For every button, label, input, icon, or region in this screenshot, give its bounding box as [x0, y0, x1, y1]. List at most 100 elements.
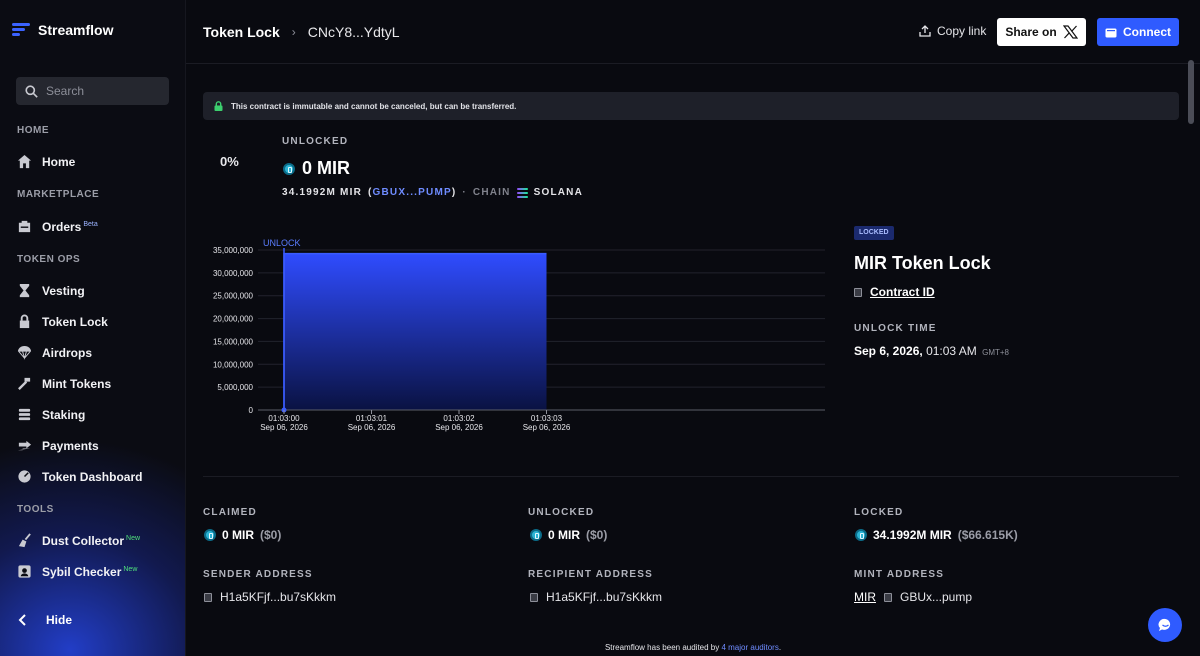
- mint-token-link[interactable]: MIR: [854, 590, 876, 604]
- mint-address: MIR GBUx...pump: [854, 590, 972, 604]
- claimed-usd: ($0): [260, 528, 282, 542]
- sender-address[interactable]: H1a5KFjf...bu7sKkkm: [204, 590, 336, 604]
- chat-support-button[interactable]: [1148, 608, 1182, 642]
- sidebar-item-sybil-checker[interactable]: Sybil Checker New: [17, 564, 137, 579]
- mir-token-icon: [283, 162, 295, 175]
- sidebar-item-airdrops[interactable]: Airdrops: [17, 345, 92, 360]
- unlocked-amount: 0 MIR: [283, 158, 350, 179]
- sidebar-item-orders[interactable]: Orders Beta: [17, 219, 98, 234]
- sidebar-item-label: Dust Collector New: [42, 533, 141, 548]
- x-tick-date: Sep 06, 2026: [260, 423, 308, 432]
- auditors-link[interactable]: 4 major auditors: [721, 643, 779, 652]
- section-divider: [203, 476, 1179, 477]
- locked-stat-amount: 34.1992M MIR: [873, 528, 952, 542]
- copy-link-label: Copy link: [937, 24, 987, 38]
- unlock-clock: 01:03 AM: [926, 344, 977, 358]
- hide-sidebar-button[interactable]: Hide: [18, 613, 72, 627]
- sidebar-item-label: Token Dashboard: [42, 469, 143, 484]
- sender-address-label: SENDER ADDRESS: [203, 569, 313, 580]
- parachute-icon: [17, 345, 32, 360]
- mint-address-value: GBUx...pump: [900, 590, 973, 604]
- mir-token-icon: [204, 529, 216, 541]
- status-badge: LOCKED: [854, 226, 894, 240]
- claimed-amount: 0 MIR: [222, 528, 255, 542]
- chain-label: CHAIN: [472, 187, 511, 198]
- payments-icon: [17, 440, 32, 451]
- recipient-address[interactable]: H1a5KFjf...bu7sKkkm: [530, 590, 662, 604]
- unlock-date: Sep 6, 2026,: [854, 344, 923, 358]
- search-box[interactable]: [16, 77, 169, 105]
- mint-link[interactable]: GBUX...PUMP: [372, 187, 452, 198]
- audit-footer: Streamflow has been audited by 4 major a…: [186, 643, 1200, 652]
- contract-id-label[interactable]: Contract ID: [870, 285, 935, 299]
- sidebar-item-mint-tokens[interactable]: Mint Tokens: [17, 376, 111, 391]
- sidebar-item-dust-collector[interactable]: Dust Collector New: [17, 533, 140, 548]
- breadcrumb-token-lock[interactable]: Token Lock: [203, 24, 280, 40]
- hide-label: Hide: [46, 613, 73, 627]
- unlocked-amount-value: 0 MIR: [302, 158, 351, 178]
- unlock-time-label: UNLOCK TIME: [854, 323, 937, 334]
- locked-stat-usd: ($66.615K): [957, 528, 1018, 542]
- sidebar-item-token-lock[interactable]: Token Lock: [17, 314, 108, 329]
- home-icon: [17, 154, 32, 169]
- unlock-annotation: UNLOCK: [263, 238, 301, 248]
- sender-address-value: H1a5KFjf...bu7sKkkm: [220, 590, 337, 604]
- sidebar-item-label: Payments: [42, 438, 99, 453]
- section-title-home: HOME: [17, 125, 49, 136]
- hourglass-icon: [19, 283, 30, 298]
- stat-locked-value: 34.1992M MIR ($66.615K): [855, 528, 1018, 542]
- y-tick-label: 5,000,000: [217, 383, 253, 392]
- copy-icon[interactable]: [884, 592, 892, 602]
- sidebar-item-label: Sybil Checker New: [42, 564, 138, 579]
- sidebar-item-label: Token Lock: [42, 314, 108, 329]
- mint-paren: (GBUX...PUMP): [368, 187, 457, 198]
- new-badge: New: [126, 534, 141, 542]
- search-icon: [25, 84, 38, 98]
- connect-wallet-button[interactable]: Connect: [1097, 18, 1179, 46]
- brand-logo[interactable]: Streamflow: [12, 22, 113, 38]
- y-tick-label: 10,000,000: [213, 360, 254, 369]
- wallet-icon: [1105, 28, 1117, 37]
- unlocked-area: [284, 253, 547, 410]
- token-meta-row: 34.1992M MIR (GBUX...PUMP) · CHAIN SOLAN…: [282, 187, 583, 198]
- y-tick-label: 15,000,000: [213, 337, 254, 346]
- sidebar-item-token-dashboard[interactable]: Token Dashboard: [17, 469, 142, 484]
- top-header: Token Lock › CNcY8...YdtyL Copy link Sha…: [186, 0, 1200, 64]
- x-tick-time: 01:03:03: [531, 414, 563, 423]
- copy-icon[interactable]: [204, 592, 212, 602]
- new-badge: New: [123, 565, 138, 573]
- scrollbar-thumb[interactable]: [1188, 60, 1194, 124]
- sidebar-item-home[interactable]: Home: [17, 154, 75, 169]
- copy-icon[interactable]: [854, 287, 862, 297]
- brand-name: Streamflow: [38, 22, 114, 38]
- contract-id-link[interactable]: Contract ID: [854, 285, 935, 299]
- sybil-checker-icon: [18, 565, 31, 578]
- sidebar-item-staking[interactable]: Staking: [17, 407, 85, 422]
- unlocked-percent: 0%: [220, 154, 239, 169]
- sidebar-item-label: Home: [42, 154, 76, 169]
- copy-link-button[interactable]: Copy link: [919, 24, 986, 38]
- breadcrumb: Token Lock › CNcY8...YdtyL: [203, 24, 400, 40]
- unlock-chart-svg: 35,000,000 30,000,000 25,000,000 20,000,000…: [213, 238, 825, 432]
- sidebar-item-label: Vesting: [42, 283, 85, 298]
- sidebar-item-vesting[interactable]: Vesting: [17, 283, 85, 298]
- breadcrumb-contract-id: CNcY8...YdtyL: [307, 24, 400, 40]
- x-logo-icon: [1062, 25, 1078, 39]
- dashboard-icon: [18, 470, 31, 483]
- stat-unlocked-value: 0 MIR ($0): [530, 528, 607, 542]
- coins-stack-icon: [18, 408, 31, 421]
- sidebar-item-label: Orders Beta: [42, 219, 98, 234]
- unlock-time-value: Sep 6, 2026, 01:03 AM GMT+8: [854, 344, 1009, 358]
- search-input[interactable]: [46, 84, 156, 98]
- share-on-x-button[interactable]: Share on: [997, 18, 1086, 46]
- sidebar-item-payments[interactable]: Payments: [17, 438, 99, 453]
- share-label: Share on: [1005, 25, 1057, 39]
- y-tick-label: 20,000,000: [213, 315, 254, 324]
- streamflow-logo-icon: [12, 22, 30, 38]
- stat-unlocked-label: UNLOCKED: [528, 507, 595, 518]
- copy-icon[interactable]: [530, 592, 538, 602]
- y-tick-label: 0: [249, 406, 254, 415]
- lock-icon: [19, 314, 30, 329]
- lock-icon: [214, 101, 223, 111]
- unlock-chart: 35,000,000 30,000,000 25,000,000 20,000,000…: [203, 232, 828, 442]
